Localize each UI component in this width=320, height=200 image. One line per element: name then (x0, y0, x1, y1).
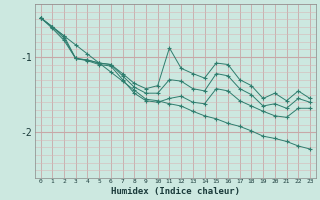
X-axis label: Humidex (Indice chaleur): Humidex (Indice chaleur) (111, 187, 240, 196)
